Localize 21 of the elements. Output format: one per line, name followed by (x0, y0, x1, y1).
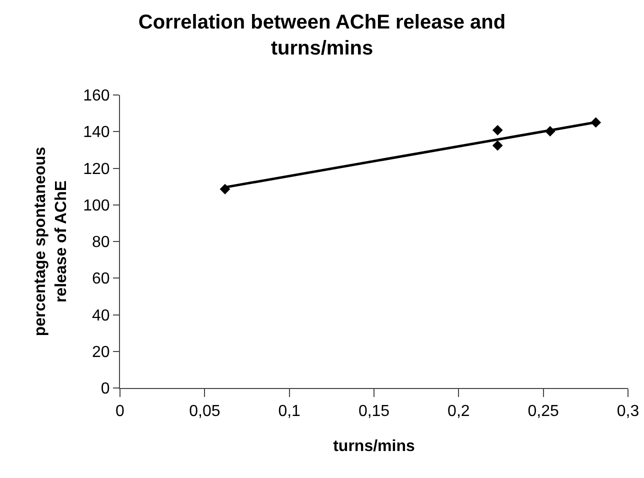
x-axis-title: turns/mins (333, 438, 415, 455)
y-tick-label: 120 (83, 160, 110, 178)
point (492, 124, 503, 136)
x-tick-label: 0,25 (528, 403, 559, 420)
x-tick-label: 0,15 (358, 403, 390, 420)
y-tick-label: 20 (92, 344, 110, 361)
y-tick-label: 0 (100, 380, 110, 398)
chart-title: Correlation between AChE release and turns/mins (138, 12, 506, 60)
x-tick-label: 0,05 (189, 403, 220, 420)
y-tick-label: 80 (92, 234, 110, 252)
y-axis-title: percentage spontaneous release of AChE (32, 146, 70, 336)
y-tick-label: 100 (83, 197, 110, 214)
x-tick-label: 0 (116, 403, 125, 420)
x-tick-label: 0,3 (616, 403, 640, 420)
x-tick-label: 0,1 (278, 403, 301, 420)
y-tick-label: 160 (83, 88, 110, 105)
point (492, 140, 503, 151)
y-tick-label: 140 (83, 124, 110, 142)
y-tick-label: 60 (92, 270, 110, 288)
y-tick-label: 40 (92, 307, 110, 324)
x-tick-label: 0,2 (448, 403, 470, 420)
